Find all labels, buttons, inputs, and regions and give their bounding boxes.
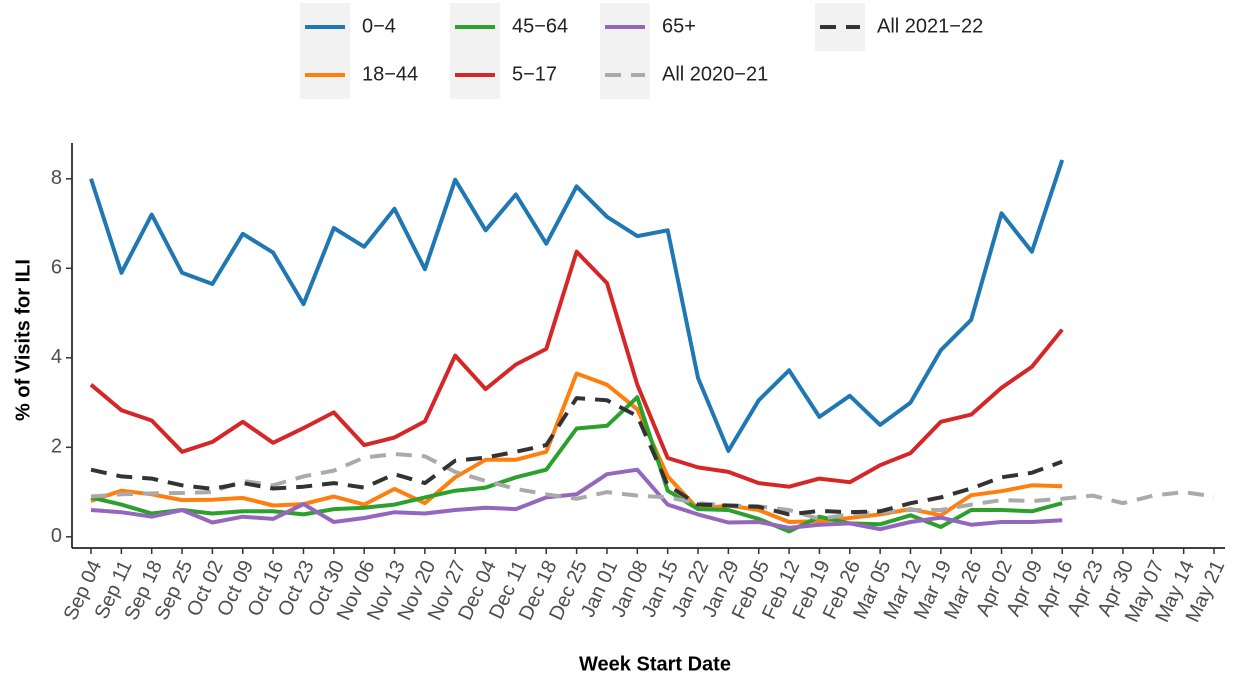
- x-axis-title: Week Start Date: [579, 653, 731, 675]
- series-line: [89, 249, 1064, 489]
- legend-label: All 2021−22: [877, 15, 983, 37]
- y-tick-label: 0: [51, 525, 62, 547]
- series-line: [90, 396, 1063, 517]
- y-tick-label: 6: [51, 257, 62, 279]
- y-tick-label: 8: [51, 167, 62, 189]
- series-line: [90, 467, 1063, 532]
- legend-label: 18−44: [362, 63, 418, 85]
- legend-label: 45−64: [512, 15, 568, 37]
- series-line: [90, 452, 1215, 521]
- legend-label: 65+: [662, 15, 696, 37]
- series-line: [90, 371, 1063, 524]
- legend-label: All 2020−21: [662, 63, 768, 85]
- y-tick-label: 4: [51, 346, 62, 368]
- series-line: [90, 395, 1063, 534]
- y-tick-label: 2: [51, 436, 62, 458]
- legend-label: 0−4: [362, 15, 396, 37]
- series-line: [89, 159, 1065, 453]
- legend-label: 5−17: [512, 63, 557, 85]
- y-axis-title: % of Visits for ILI: [12, 259, 34, 421]
